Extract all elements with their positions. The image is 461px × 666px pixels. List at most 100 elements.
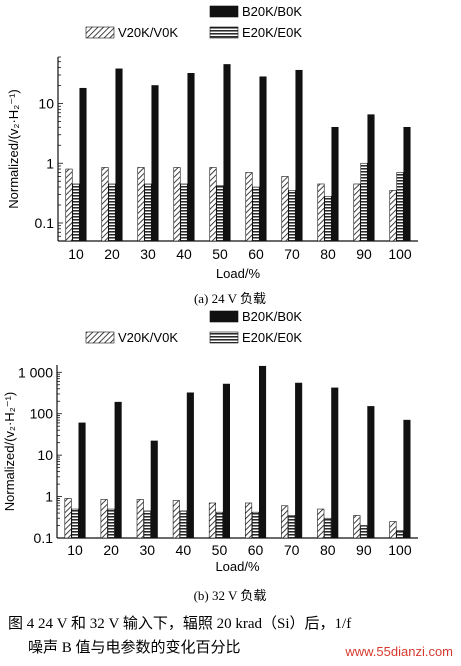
bar-hatch [317, 508, 325, 539]
bar-stripes [71, 508, 79, 539]
bar-hatch [173, 167, 181, 242]
legend-swatch [209, 310, 239, 323]
x-tick-label: 60 [248, 542, 264, 558]
x-tick-label: 30 [139, 542, 155, 558]
legend-swatch [85, 331, 115, 344]
y-axis-label: Normalized/(v₂·H₂⁻¹) [2, 392, 17, 512]
x-tick-label: 40 [176, 542, 192, 558]
bar-hatch [353, 515, 361, 539]
bar-stripes [288, 515, 296, 539]
x-tick-label: 20 [104, 246, 120, 262]
bar-solid [115, 68, 123, 242]
bar-solid [295, 382, 303, 539]
bar-solid [403, 419, 411, 539]
x-tick-label: 80 [320, 246, 336, 262]
bar-solid [367, 114, 375, 242]
x-axis-label: Load/% [216, 266, 261, 281]
y-tick-label: 0.1 [35, 215, 55, 231]
bar-solid [259, 76, 267, 242]
x-tick-label: 70 [284, 246, 300, 262]
bar-hatch [208, 502, 216, 539]
bar-stripes [252, 186, 260, 242]
bar-hatch [389, 521, 397, 539]
watermark: www.55dianzi.com [344, 644, 453, 659]
y-tick-label: 0.1 [34, 530, 54, 546]
bar-solid [187, 73, 195, 242]
figure-caption-line2: 噪声 B 值与电参数的变化百分比 [28, 638, 241, 656]
legend-label: V20K/V0K [118, 330, 178, 345]
bar-hatch [100, 499, 108, 539]
bar-solid [403, 126, 411, 242]
bar-stripes [288, 190, 296, 242]
subfigure-caption: (a) 24 V 负载 [194, 291, 266, 306]
y-tick-label: 1 [45, 489, 53, 505]
bar-hatch [65, 168, 73, 242]
x-tick-label: 60 [248, 246, 264, 262]
bar-solid [78, 422, 86, 539]
legend-swatch [209, 26, 239, 39]
bar-solid [150, 440, 158, 539]
legend-swatch [209, 331, 239, 344]
x-tick-label: 40 [176, 246, 192, 262]
bar-hatch [101, 167, 109, 242]
bar-solid [258, 365, 267, 539]
y-tick-label: 10 [38, 95, 54, 111]
y-tick-label: 1 000 [18, 364, 53, 380]
bar-stripes [396, 172, 404, 242]
bar-stripes [360, 525, 368, 539]
subfigure-caption: (b) 32 V 负载 [194, 588, 267, 603]
legend-swatch [85, 26, 115, 39]
x-tick-label: 30 [140, 246, 156, 262]
bar-stripes [107, 508, 115, 539]
x-tick-label: 10 [68, 246, 84, 262]
bar-hatch [353, 183, 361, 242]
bar-stripes [216, 185, 224, 242]
bar-solid [151, 85, 159, 242]
bar-stripes [360, 162, 368, 242]
bar-solid [114, 401, 122, 539]
legend-label: E20K/E0K [242, 330, 302, 345]
bar-solid [79, 87, 87, 242]
x-tick-label: 70 [284, 542, 300, 558]
bar-solid [223, 64, 231, 242]
bar-stripes [396, 530, 404, 539]
figure-caption-line1: 图 4 24 V 和 32 V 输入下，辐照 20 krad（Si）后，1/f [8, 615, 351, 632]
bar-hatch [245, 502, 253, 539]
bar-stripes [324, 195, 332, 242]
bar-hatch [389, 190, 397, 242]
bar-hatch [281, 176, 289, 242]
x-tick-label: 80 [320, 542, 336, 558]
bar-hatch [281, 505, 289, 539]
x-tick-label: 50 [212, 542, 228, 558]
bar-hatch [64, 498, 72, 539]
chart-b: 0.1 1 10 100 1 000 10 20 30 40 50 60 70 80 90 100 V20K/… [2, 309, 418, 603]
legend-label: B20K/B0K [242, 4, 302, 19]
bar-solid [331, 387, 339, 539]
x-tick-label: 50 [212, 246, 228, 262]
x-tick-label: 90 [356, 542, 372, 558]
legend-label: V20K/V0K [118, 25, 178, 40]
x-tick-label: 10 [67, 542, 83, 558]
bar-stripes [144, 183, 152, 242]
x-tick-label: 100 [388, 246, 412, 262]
bar-stripes [108, 183, 116, 242]
bar-solid [331, 126, 339, 242]
legend-swatch [209, 5, 239, 18]
bar-solid [186, 392, 194, 539]
legend-label: B20K/B0K [242, 309, 302, 324]
bar-stripes [252, 511, 260, 539]
bar-hatch [317, 183, 325, 242]
x-axis-label: Load/% [215, 559, 260, 574]
bar-solid [295, 69, 303, 242]
bar-stripes [179, 510, 187, 539]
legend-label: E20K/E0K [242, 25, 302, 40]
bar-hatch [136, 499, 144, 539]
bar-hatch [245, 172, 253, 242]
y-tick-label: 100 [30, 406, 54, 422]
bar-hatch [209, 167, 217, 242]
bar-stripes [72, 183, 80, 242]
bar-solid [367, 406, 375, 539]
x-tick-label: 100 [388, 542, 412, 558]
bar-hatch [172, 500, 180, 539]
